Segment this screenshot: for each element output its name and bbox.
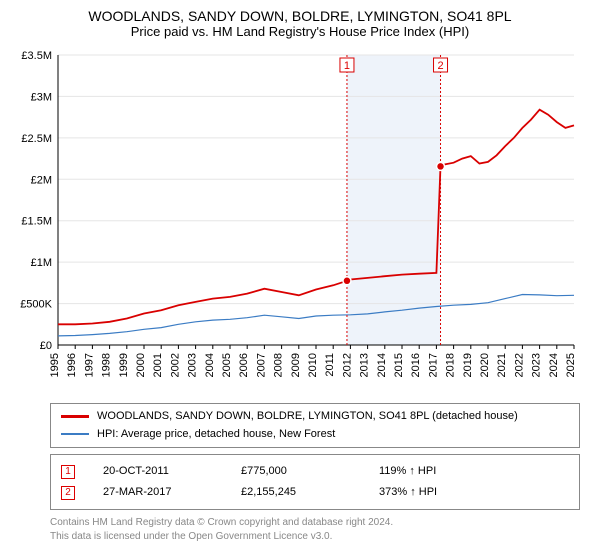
legend-swatch (61, 415, 89, 418)
event-price: £2,155,245 (241, 482, 351, 503)
legend-swatch (61, 433, 89, 435)
svg-text:2021: 2021 (496, 353, 508, 377)
svg-text:2013: 2013 (359, 353, 371, 377)
attribution-line: Contains HM Land Registry data © Crown c… (50, 516, 580, 530)
svg-text:2020: 2020 (479, 353, 491, 377)
svg-text:£2M: £2M (31, 174, 52, 186)
svg-text:£2.5M: £2.5M (21, 133, 52, 145)
svg-text:2012: 2012 (341, 353, 353, 377)
svg-text:2000: 2000 (135, 353, 147, 377)
chart-title: WOODLANDS, SANDY DOWN, BOLDRE, LYMINGTON… (0, 0, 600, 24)
svg-text:2001: 2001 (152, 353, 164, 377)
svg-text:£3.5M: £3.5M (21, 50, 52, 62)
svg-text:2006: 2006 (238, 353, 250, 377)
event-row: 1 20-OCT-2011 £775,000 119% ↑ HPI (61, 461, 569, 482)
legend-item: HPI: Average price, detached house, New … (61, 426, 569, 444)
svg-text:2025: 2025 (565, 353, 577, 377)
svg-text:1997: 1997 (83, 353, 95, 377)
svg-text:2007: 2007 (255, 353, 267, 377)
event-row: 2 27-MAR-2017 £2,155,245 373% ↑ HPI (61, 482, 569, 503)
svg-text:2: 2 (437, 60, 443, 72)
legend-label: HPI: Average price, detached house, New … (97, 426, 335, 444)
events-table: 1 20-OCT-2011 £775,000 119% ↑ HPI 2 27-MAR-20… (50, 454, 580, 510)
svg-text:1995: 1995 (49, 353, 61, 377)
svg-text:2019: 2019 (462, 353, 474, 377)
svg-text:2003: 2003 (187, 353, 199, 377)
svg-text:2016: 2016 (410, 353, 422, 377)
event-badge: 1 (61, 465, 75, 479)
event-delta: 373% ↑ HPI (379, 482, 489, 503)
svg-text:2024: 2024 (548, 353, 560, 377)
legend-label: WOODLANDS, SANDY DOWN, BOLDRE, LYMINGTON… (97, 408, 518, 426)
svg-text:£0: £0 (40, 340, 52, 352)
svg-text:2002: 2002 (169, 353, 181, 377)
attribution-line: This data is licensed under the Open Gov… (50, 530, 580, 544)
legend: WOODLANDS, SANDY DOWN, BOLDRE, LYMINGTON… (50, 403, 580, 448)
svg-text:£1.5M: £1.5M (21, 216, 52, 228)
svg-text:2010: 2010 (307, 353, 319, 377)
svg-text:£1M: £1M (31, 257, 52, 269)
event-badge: 2 (61, 486, 75, 500)
svg-text:2023: 2023 (531, 353, 543, 377)
event-delta: 119% ↑ HPI (379, 461, 489, 482)
svg-text:2005: 2005 (221, 353, 233, 377)
svg-text:2018: 2018 (445, 353, 457, 377)
svg-text:1996: 1996 (66, 353, 78, 377)
legend-item: WOODLANDS, SANDY DOWN, BOLDRE, LYMINGTON… (61, 408, 569, 426)
svg-text:£500K: £500K (20, 299, 52, 311)
svg-text:2009: 2009 (290, 353, 302, 377)
svg-text:2011: 2011 (324, 353, 336, 377)
svg-text:2022: 2022 (513, 353, 525, 377)
svg-text:1999: 1999 (118, 353, 130, 377)
svg-text:2004: 2004 (204, 353, 216, 377)
svg-text:2015: 2015 (393, 353, 405, 377)
svg-text:1998: 1998 (101, 353, 113, 377)
event-date: 27-MAR-2017 (103, 482, 213, 503)
chart-container: WOODLANDS, SANDY DOWN, BOLDRE, LYMINGTON… (0, 0, 600, 544)
svg-text:2008: 2008 (273, 353, 285, 377)
svg-text:£3M: £3M (31, 91, 52, 103)
svg-text:1: 1 (344, 60, 350, 72)
event-price: £775,000 (241, 461, 351, 482)
event-date: 20-OCT-2011 (103, 461, 213, 482)
chart-plot: £0 £500K £1M £1.5M £2M £2.5M £3M £3.5M 1995 1996 1… (10, 45, 590, 395)
chart-subtitle: Price paid vs. HM Land Registry's House … (0, 24, 600, 45)
attribution: Contains HM Land Registry data © Crown c… (50, 516, 580, 544)
svg-text:2017: 2017 (427, 353, 439, 377)
svg-text:2014: 2014 (376, 353, 388, 377)
